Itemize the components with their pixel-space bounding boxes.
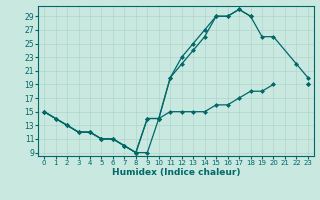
X-axis label: Humidex (Indice chaleur): Humidex (Indice chaleur) [112, 168, 240, 177]
